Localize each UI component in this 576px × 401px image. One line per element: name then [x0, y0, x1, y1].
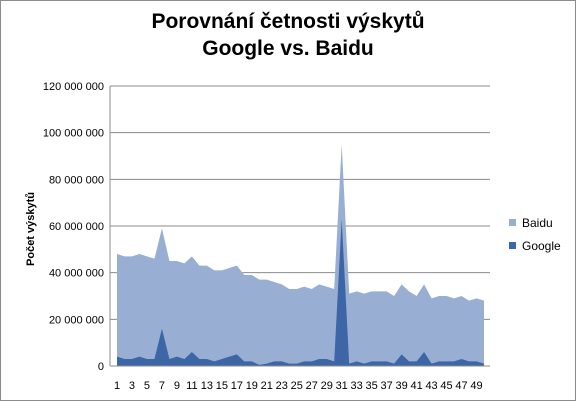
- x-tick-label: 7: [159, 380, 165, 392]
- y-tick-label: 60 000 000: [49, 221, 104, 233]
- x-tick-label: 15: [216, 380, 228, 392]
- x-tick-label: 23: [276, 380, 288, 392]
- y-tick-label: 80 000 000: [49, 174, 104, 186]
- y-tick-label: 20 000 000: [49, 314, 104, 326]
- y-axis-ticks: 0 20 000 000 40 000 000 60 000 000 80 000 00…: [43, 81, 104, 373]
- x-tick-label: 39: [395, 380, 407, 392]
- x-tick-label: 41: [410, 380, 422, 392]
- x-tick-label: 13: [201, 380, 213, 392]
- x-tick-label: 45: [440, 380, 452, 392]
- chart-title-line-2: Google vs. Baidu: [202, 37, 374, 60]
- x-tick-label: 21: [261, 380, 273, 392]
- legend: Baidu Google: [509, 216, 561, 253]
- x-tick-label: 17: [231, 380, 243, 392]
- x-tick-label: 19: [246, 380, 258, 392]
- y-axis-label: Počet výskytů: [25, 192, 37, 266]
- x-tick-label: 5: [144, 380, 150, 392]
- legend-label-google: Google: [522, 239, 561, 253]
- legend-swatch-google: [509, 242, 516, 249]
- series-areas: [117, 144, 484, 366]
- y-tick-label: 120 000 000: [43, 81, 104, 93]
- x-tick-label: 29: [321, 380, 333, 392]
- x-tick-label: 33: [351, 380, 363, 392]
- x-tick-label: 49: [470, 380, 482, 392]
- series-area-baidu: [117, 144, 484, 366]
- x-tick-label: 47: [455, 380, 467, 392]
- x-tick-label: 25: [291, 380, 303, 392]
- legend-swatch-baidu: [509, 219, 516, 226]
- y-tick-label: 100 000 000: [43, 128, 104, 140]
- x-tick-label: 27: [306, 380, 318, 392]
- x-axis-ticks: 1 3 5 7 9 11 13 15 17 19 21 23 25 27 29 31 33 35 37 39 41 43 4…: [114, 380, 483, 392]
- x-tick-label: 1: [114, 380, 120, 392]
- x-tick-label: 31: [336, 380, 348, 392]
- y-tick-label: 40 000 000: [49, 268, 104, 280]
- axes: [109, 86, 490, 367]
- legend-label-baidu: Baidu: [522, 216, 553, 230]
- x-tick-label: 11: [186, 380, 197, 392]
- x-tick-label: 3: [129, 380, 135, 392]
- y-tick-label: 0: [98, 361, 104, 373]
- chart-title: Porovnání četnosti výskytů Google vs. Ba…: [0, 8, 576, 62]
- x-tick-label: 35: [366, 380, 378, 392]
- x-tick-label: 37: [381, 380, 393, 392]
- chart-title-line-1: Porovnání četnosti výskytů: [151, 10, 425, 33]
- x-tick-label: 43: [425, 380, 437, 392]
- x-tick-label: 9: [174, 380, 180, 392]
